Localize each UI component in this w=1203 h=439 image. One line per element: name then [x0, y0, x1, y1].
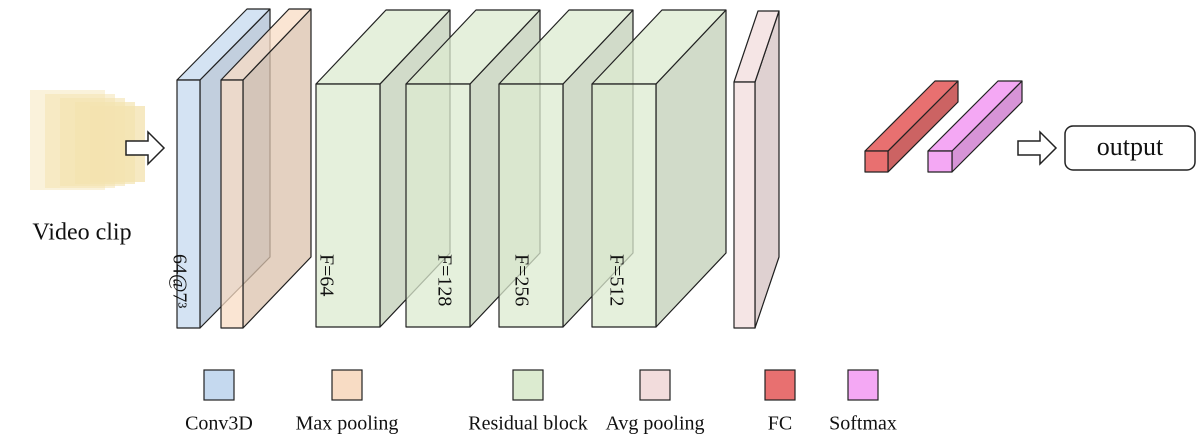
legend-label: Conv3D: [185, 413, 253, 435]
legend-swatch: [639, 369, 671, 401]
prism-front: [315, 83, 381, 328]
prism-front: [864, 150, 889, 173]
layer-labels: 64@7³ F=64 F=128 F=256 F=512: [168, 254, 627, 308]
output-box: [1064, 125, 1196, 171]
arrow: [125, 130, 166, 166]
prism-front: [220, 79, 244, 329]
prism-front: [405, 83, 471, 328]
legend-swatch: [764, 369, 796, 401]
legend-swatch: [203, 369, 235, 401]
prism-front: [591, 83, 657, 328]
legend-label: Avg pooling: [605, 413, 704, 435]
layer-label: F=128: [433, 254, 455, 306]
legend-swatch: [331, 369, 363, 401]
layer-label: F=64: [315, 254, 337, 296]
prism-front: [176, 79, 201, 329]
prism-front: [927, 150, 953, 173]
network: [176, 8, 1023, 329]
layer-label: 64@7³: [168, 254, 190, 308]
layer-label: F=256: [510, 254, 532, 306]
prism-front: [733, 81, 756, 329]
output-label: output: [1097, 132, 1164, 161]
legend: Conv3D Max pooling Residual block Avg pooli…: [185, 369, 897, 435]
legend-label: Residual block: [468, 413, 587, 435]
legend-swatch: [512, 369, 544, 401]
arrow: [1017, 130, 1058, 166]
input-label: Video clip: [32, 220, 131, 246]
legend-label: Softmax: [829, 413, 897, 435]
legend-label: FC: [768, 413, 792, 435]
layer-label: F=512: [605, 254, 627, 306]
legend-swatch: [847, 369, 879, 401]
prism-front: [498, 83, 564, 328]
legend-label: Max pooling: [296, 413, 399, 435]
video-clip-icon: [30, 90, 145, 190]
